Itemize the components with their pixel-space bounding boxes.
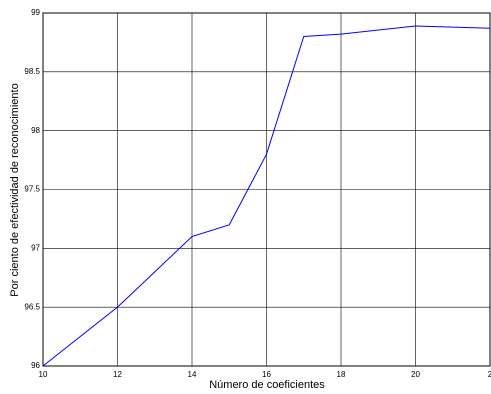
y-tick-label: 98 [31,126,40,135]
y-tick-label: 97.5 [24,185,40,194]
y-axis-title: Por ciento de efectividad de reconocimie… [9,83,21,296]
y-tick-label: 96.5 [24,302,40,311]
x-tick-label: 12 [113,370,122,379]
y-tick-label: 99 [31,8,40,17]
y-tick-label: 98.5 [24,67,40,76]
x-tick-label: 20 [411,370,420,379]
data-line [42,25,491,367]
plot-frame [42,12,491,367]
x-tick-label: 14 [188,370,197,379]
x-axis-title: Número de coeficientes [209,379,325,391]
x-tick-label: 10 [39,370,48,379]
x-tick-label: 16 [262,370,271,379]
y-tick-label: 96 [31,361,40,370]
x-tick-label: 18 [337,370,346,379]
y-tick-label: 97 [31,243,40,252]
x-tick-label: 2 [488,370,491,379]
